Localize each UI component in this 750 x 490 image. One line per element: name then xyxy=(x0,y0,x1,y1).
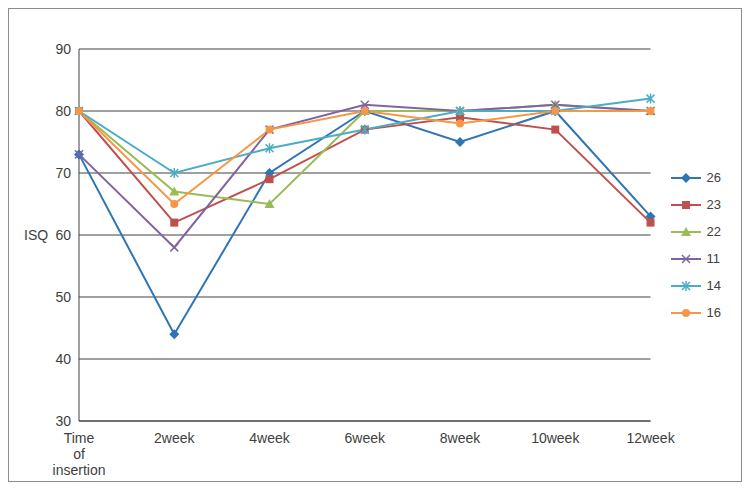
html-text:26: 26 xyxy=(706,170,721,185)
svg-text:70: 70 xyxy=(55,165,71,181)
svg-text:60: 60 xyxy=(55,227,71,243)
svg-text:30: 30 xyxy=(55,413,71,429)
svg-text:12week: 12week xyxy=(626,430,675,446)
html-text:23: 23 xyxy=(706,197,721,212)
html-text:22: 22 xyxy=(706,224,721,239)
svg-text:Timeofinsertion: Timeofinsertion xyxy=(53,430,106,478)
html-text:11: 11 xyxy=(706,251,720,266)
svg-text:10week: 10week xyxy=(531,430,580,446)
svg-text:80: 80 xyxy=(55,103,71,119)
svg-text:ISQ: ISQ xyxy=(24,227,48,243)
svg-text:40: 40 xyxy=(55,351,71,367)
html-text:16: 16 xyxy=(706,305,721,320)
svg-text:4week: 4week xyxy=(249,430,290,446)
svg-text:50: 50 xyxy=(55,289,71,305)
svg-text:90: 90 xyxy=(55,41,71,57)
svg-text:6week: 6week xyxy=(345,430,386,446)
svg-text:2week: 2week xyxy=(154,430,195,446)
html-text:14: 14 xyxy=(706,278,721,293)
svg-text:8week: 8week xyxy=(440,430,481,446)
